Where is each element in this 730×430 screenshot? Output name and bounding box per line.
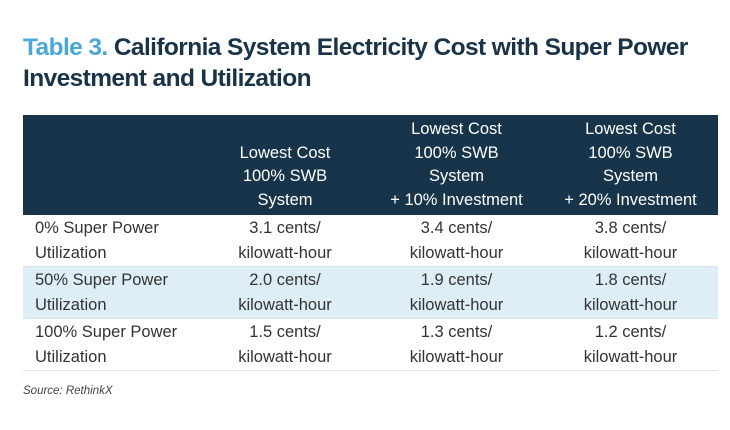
header-line: 100% SWB xyxy=(242,167,328,185)
cell-line: kilowatt-hour xyxy=(583,243,678,262)
cost-cell: 1.3 cents/kilowatt-hour xyxy=(370,318,543,371)
source-note: Source: RethinkX xyxy=(23,385,113,397)
cell-line: 1.3 cents/ xyxy=(420,322,493,341)
row-label: 0% Super Power Utilization xyxy=(23,215,200,267)
cost-cell: 3.1 cents/kilowatt-hour xyxy=(200,215,370,267)
header-col-1: Lowest Cost 100% SWB System xyxy=(200,115,370,215)
header-line: 100% SWB xyxy=(414,143,499,162)
table-row: 50% Super Power Utilization 2.0 cents/kilo… xyxy=(23,266,718,319)
cell-line: kilowatt-hour xyxy=(238,243,332,262)
cost-cell: 2.0 cents/kilowatt-hour xyxy=(200,266,370,319)
cell-line: 0% Super Power xyxy=(35,218,159,237)
cost-table: Lowest Cost 100% SWB System Lowest Cost … xyxy=(23,115,718,371)
cell-line: kilowatt-hour xyxy=(409,295,504,314)
header-col-3: Lowest Cost 100% SWB System + 20% Invest… xyxy=(543,115,718,215)
header-line: Lowest Cost xyxy=(411,120,502,138)
cell-line: kilowatt-hour xyxy=(583,347,678,366)
table-number: Table 3. xyxy=(23,34,108,61)
cost-cell: 3.4 cents/kilowatt-hour xyxy=(370,215,543,267)
cell-line: 1.9 cents/ xyxy=(420,270,493,289)
cost-cell: 1.9 cents/kilowatt-hour xyxy=(370,266,543,319)
header-row: Lowest Cost 100% SWB System Lowest Cost … xyxy=(23,115,718,215)
cost-cell: 1.5 cents/kilowatt-hour xyxy=(200,318,370,371)
table-row: 0% Super Power Utilization 3.1 cents/kilow… xyxy=(23,215,718,267)
cell-line: Utilization xyxy=(35,295,107,314)
cell-line: kilowatt-hour xyxy=(583,295,678,314)
cell-line: 3.4 cents/ xyxy=(420,218,493,237)
header-line: Lowest Cost xyxy=(585,120,676,138)
cost-cell: 3.8 cents/kilowatt-hour xyxy=(543,215,718,267)
table-title: Table 3. California System Electricity C… xyxy=(23,32,730,94)
cell-line: kilowatt-hour xyxy=(238,295,332,314)
cell-line: Utilization xyxy=(35,243,107,262)
header-line: System xyxy=(428,167,484,185)
cell-line: 100% Super Power xyxy=(35,322,178,341)
cell-line: 3.8 cents/ xyxy=(594,218,667,237)
row-label: 50% Super Power Utilization xyxy=(23,266,200,319)
header-line: + 20% Investment xyxy=(564,190,697,209)
table-row: 100% Super Power Utilization 1.5 cents/kil… xyxy=(23,318,718,371)
cell-line: 2.0 cents/ xyxy=(249,270,321,289)
cell-line: 1.2 cents/ xyxy=(594,322,667,341)
cell-line: Utilization xyxy=(35,347,107,366)
cell-line: kilowatt-hour xyxy=(238,347,332,366)
header-line: 100% SWB xyxy=(588,143,673,162)
header-line: + 10% Investment xyxy=(390,190,523,209)
cell-line: 1.5 cents/ xyxy=(249,322,321,341)
header-line: Lowest Cost xyxy=(239,143,331,162)
header-empty xyxy=(23,115,200,215)
row-label: 100% Super Power Utilization xyxy=(23,318,200,371)
header-line: System xyxy=(257,190,313,209)
cost-cell: 1.8 cents/kilowatt-hour xyxy=(543,266,718,319)
cell-line: 50% Super Power xyxy=(35,270,168,289)
cell-line: 1.8 cents/ xyxy=(594,270,667,289)
cell-line: kilowatt-hour xyxy=(409,243,504,262)
cell-line: 3.1 cents/ xyxy=(249,218,321,237)
header-line: System xyxy=(602,167,658,185)
header-col-2: Lowest Cost 100% SWB System + 10% Invest… xyxy=(370,115,543,215)
cell-line: kilowatt-hour xyxy=(409,347,504,366)
cost-cell: 1.2 cents/kilowatt-hour xyxy=(543,318,718,371)
table-title-text: California System Electricity Cost with … xyxy=(23,34,688,92)
